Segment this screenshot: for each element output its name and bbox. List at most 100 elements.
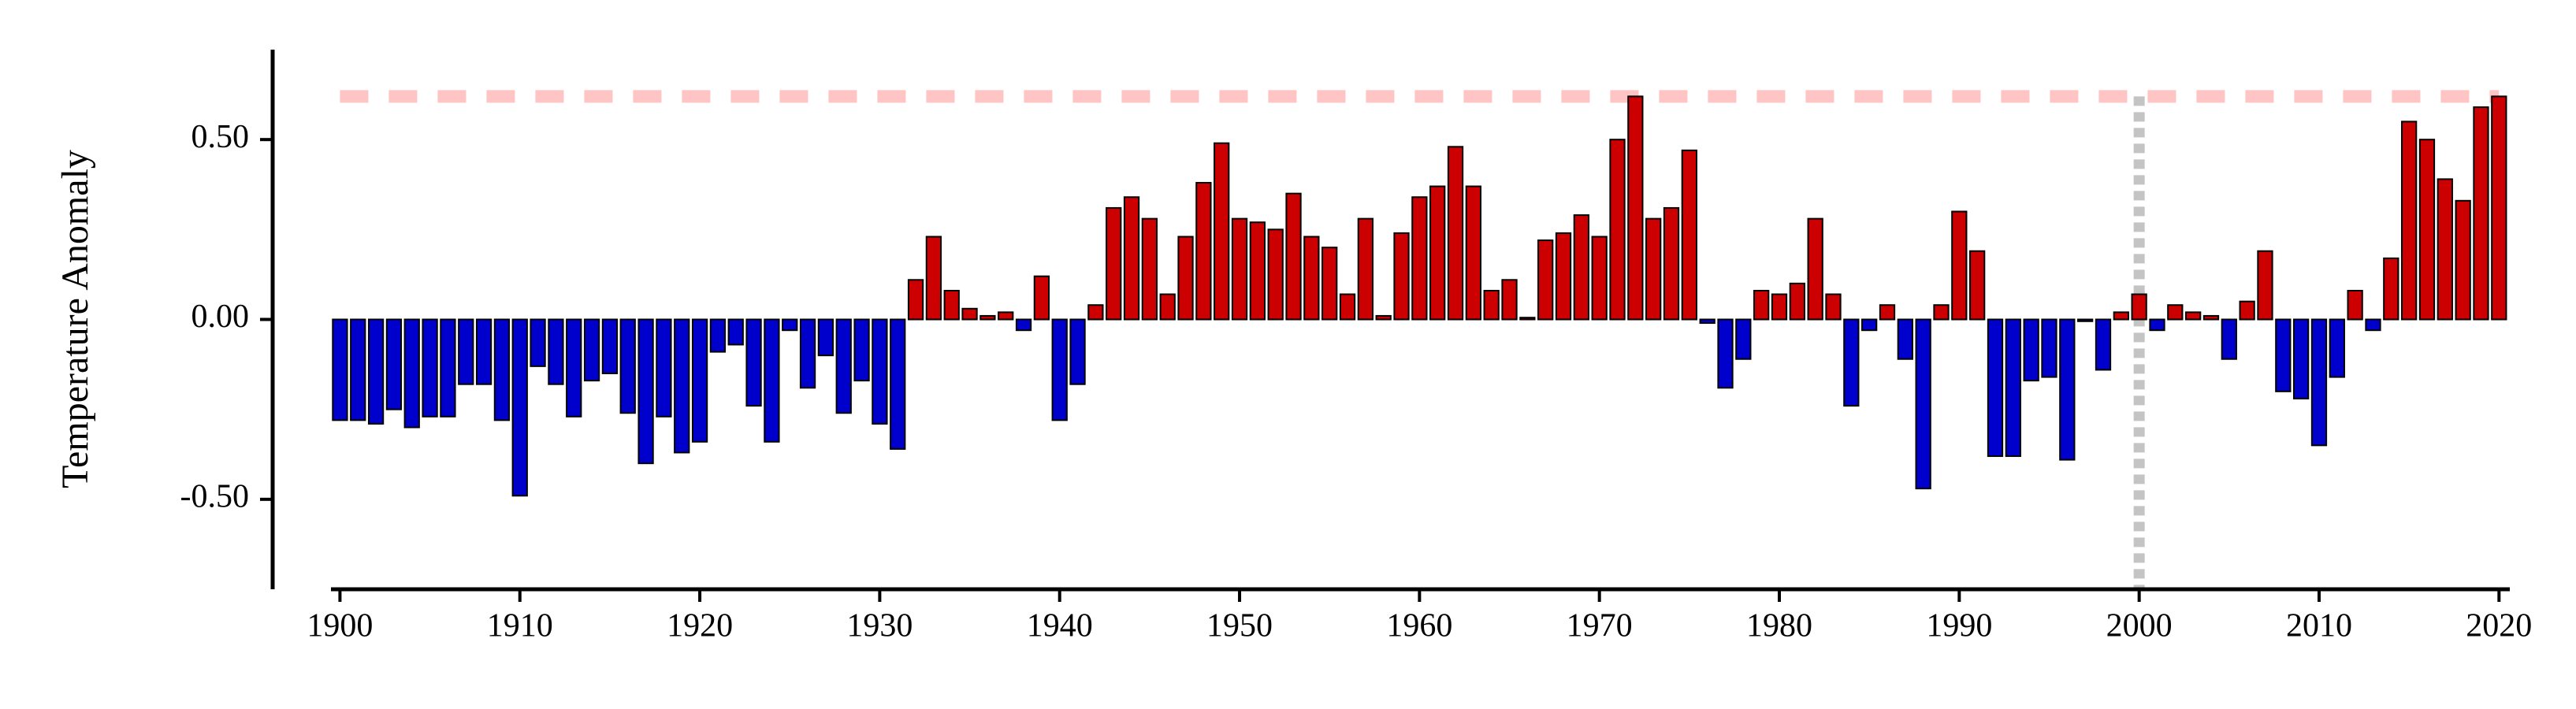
- bar: [548, 318, 564, 385]
- x-tick-label: 2010: [2286, 608, 2352, 644]
- bar: [1429, 185, 1446, 321]
- bar: [493, 318, 511, 421]
- bar: [440, 318, 456, 418]
- bar: [890, 318, 906, 450]
- bar: [2473, 106, 2489, 321]
- x-tick-label: 2000: [2106, 608, 2173, 644]
- bar: [2131, 293, 2147, 321]
- bar: [2275, 318, 2292, 392]
- bar: [1303, 236, 1320, 321]
- bar: [1069, 318, 1086, 385]
- bar: [2005, 318, 2021, 458]
- bar: [1771, 293, 1788, 321]
- bar: [872, 318, 888, 425]
- bar: [1501, 279, 1518, 321]
- bar: [1555, 232, 1572, 321]
- bar: [835, 318, 852, 414]
- bar: [2365, 318, 2381, 332]
- bar: [2023, 318, 2039, 382]
- bar: [1681, 149, 1697, 321]
- bar: [2239, 300, 2255, 321]
- bar: [1537, 239, 1554, 321]
- bar: [1393, 232, 1410, 321]
- bar: [1645, 217, 1662, 321]
- bar: [1231, 217, 1248, 321]
- x-tick-label: 1950: [1206, 608, 1273, 644]
- bar: [1987, 318, 2004, 458]
- x-tick-label: 1940: [1027, 608, 1093, 644]
- bar: [1519, 317, 1536, 321]
- bar: [2221, 318, 2237, 360]
- bar: [1609, 139, 1626, 321]
- bar: [745, 318, 762, 407]
- bar: [1465, 185, 1481, 321]
- bar: [350, 318, 366, 421]
- bar: [853, 318, 870, 382]
- y-tick-label: 0.00: [191, 299, 250, 335]
- bar: [403, 318, 420, 429]
- bar: [619, 318, 636, 414]
- y-tick-label: -0.50: [180, 478, 250, 514]
- bar: [1375, 314, 1392, 321]
- bar: [1843, 318, 1860, 407]
- bar: [1573, 214, 1589, 321]
- x-tick-label: 1930: [846, 608, 913, 644]
- bar: [1717, 318, 1734, 389]
- bar: [2149, 318, 2165, 332]
- bar: [1339, 293, 1356, 321]
- bar: [1699, 318, 1715, 325]
- x-tick-label: 1970: [1567, 608, 1633, 644]
- x-tick-label: 1960: [1386, 608, 1452, 644]
- bar: [1627, 95, 1644, 321]
- bar: [674, 318, 690, 454]
- bar: [511, 318, 528, 497]
- y-axis-label: Temperature Anomaly: [54, 150, 96, 488]
- bar: [2383, 257, 2399, 321]
- x-tick-label: 2020: [2466, 608, 2532, 644]
- bar: [1969, 250, 1986, 321]
- bar: [1447, 146, 1464, 321]
- bar: [1411, 196, 1428, 321]
- x-tick-label: 1910: [487, 608, 553, 644]
- bar: [583, 318, 600, 382]
- bar: [2310, 318, 2328, 447]
- bar: [332, 318, 348, 421]
- bar: [1214, 142, 1230, 321]
- bar: [925, 236, 942, 321]
- bar: [1195, 181, 1212, 321]
- bar: [2202, 314, 2220, 321]
- bar: [2329, 318, 2345, 378]
- bar: [601, 318, 619, 374]
- bar: [782, 318, 798, 332]
- bar: [1861, 318, 1878, 332]
- bar: [943, 289, 960, 321]
- bar: [1951, 210, 1968, 321]
- bar: [817, 318, 835, 357]
- bar: [1267, 228, 1284, 321]
- bar: [385, 318, 403, 410]
- bar: [2167, 304, 2184, 321]
- x-tick-label: 1980: [1746, 608, 1812, 644]
- x-tick-label: 1990: [1926, 608, 1992, 644]
- bar: [2347, 289, 2363, 321]
- bar: [1807, 217, 1823, 321]
- bar: [1933, 304, 1950, 321]
- bar: [2077, 318, 2094, 322]
- bar: [2491, 95, 2507, 321]
- bar: [1051, 318, 1068, 421]
- bar: [1249, 221, 1266, 321]
- bar: [656, 318, 672, 418]
- bar: [1825, 293, 1842, 321]
- bar: [1663, 206, 1680, 321]
- bar: [764, 318, 780, 443]
- bar: [2455, 199, 2471, 321]
- bar: [1033, 275, 1050, 321]
- bar: [799, 318, 816, 389]
- bar: [1789, 282, 1805, 321]
- bar: [709, 318, 727, 353]
- bar: [727, 318, 744, 346]
- bar: [1141, 217, 1158, 321]
- bar: [2113, 311, 2129, 321]
- bar: [422, 318, 438, 418]
